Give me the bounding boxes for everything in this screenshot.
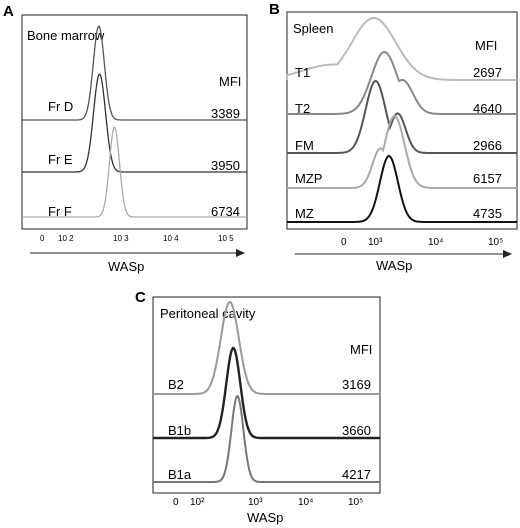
histogram-t2 [287,50,517,115]
panel-c-axis-label: WASp [247,510,283,525]
histogram-fr-f [22,126,247,218]
panel-b-tick-2: 10⁴ [428,237,443,248]
panel-a-mfi-header: MFI [219,74,241,89]
panel-b-mfi-mz: 4735 [473,206,502,221]
panel-c-label-b1b: B1b [168,423,191,438]
histogram-fr-e [22,73,247,173]
panel-b-mfi-header: MFI [475,38,497,53]
panel-letter-c: C [135,289,146,306]
panel-b-mfi-t2: 4640 [473,101,502,116]
panel-a-arrowhead [236,249,245,257]
panel-a-axis-label: WASp [108,259,144,274]
panel-a-tick-1: 10 2 [58,234,74,243]
panel-c-title: Peritoneal cavity [160,306,256,321]
panel-a-tick-4: 10 5 [218,234,234,243]
panel-a-tick-2: 10 3 [113,234,129,243]
panel-c-tick-1: 10² [190,497,205,508]
panel-a-mfi-fr-e: 3950 [211,158,240,173]
panel-a-mfi-fr-d: 3389 [211,106,240,121]
panel-b-label-t2: T2 [295,101,310,116]
panel-b-label-mzp: MZP [295,171,322,186]
panel-b-title: Spleen [293,21,333,36]
panel-b-arrowhead [503,250,512,258]
panel-a-mfi-fr-f: 6734 [211,204,240,219]
panel-letter-b: B [269,1,280,18]
panel-letter-a: A [3,3,14,20]
panel-b-axis-label: WASp [376,258,412,273]
panel-a-label-fr-f: Fr F [48,204,72,219]
panel-b-frame [286,11,518,230]
histogram-mz [287,154,517,223]
histogram-b2 [153,300,380,395]
histogram-fr-d [22,25,247,121]
panel-b-mfi-fm: 2966 [473,138,502,153]
panel-c-mfi-b2: 3169 [342,377,371,392]
panel-b-label-fm: FM [295,138,314,153]
panel-c-mfi-b1a: 4217 [342,467,371,482]
panel-b-label-mz: MZ [295,206,314,221]
panel-a: A Bone marrow MFI Fr D Fr E Fr F 3389 39… [3,3,248,274]
panel-b-label-t1: T1 [295,65,310,80]
panel-b-mfi-t1: 2697 [473,65,502,80]
panel-c-label-b2: B2 [168,377,184,392]
panel-a-histograms [22,25,247,218]
histogram-t1 [286,17,517,81]
histogram-b1a [153,395,380,483]
panel-a-tick-0: 0 [40,234,45,243]
panel-a-frame [21,14,248,230]
panel-b-tick-3: 10⁵ [488,237,503,248]
histogram-b1b [153,346,380,440]
histogram-fm [287,79,517,154]
histogram-mzp [287,115,517,189]
panel-c-tick-4: 10⁵ [348,497,363,508]
panel-a-label-fr-e: Fr E [48,152,73,167]
panel-c-tick-0: 0 [173,497,179,508]
panel-a-label-fr-d: Fr D [48,99,73,114]
panel-c: C Peritoneal cavity MFI B2 B1b B1a 3169 … [135,289,381,525]
panel-a-tick-3: 10 4 [163,234,179,243]
panel-c-tick-2: 10³ [248,497,263,508]
panel-b-histograms [286,17,517,223]
panel-b-mfi-mzp: 6157 [473,171,502,186]
panel-b-tick-0: 0 [341,237,347,248]
panel-c-tick-3: 10⁴ [298,497,313,508]
panel-c-label-b1a: B1a [168,467,192,482]
panel-c-mfi-b1b: 3660 [342,423,371,438]
panel-b: B Spleen MFI T1 T2 FM MZP MZ 2697 4640 2… [269,1,518,273]
panel-c-histograms [153,300,380,483]
panel-c-mfi-header: MFI [350,342,372,357]
panel-b-tick-1: 10³ [368,237,383,248]
panel-a-title: Bone marrow [27,28,105,43]
